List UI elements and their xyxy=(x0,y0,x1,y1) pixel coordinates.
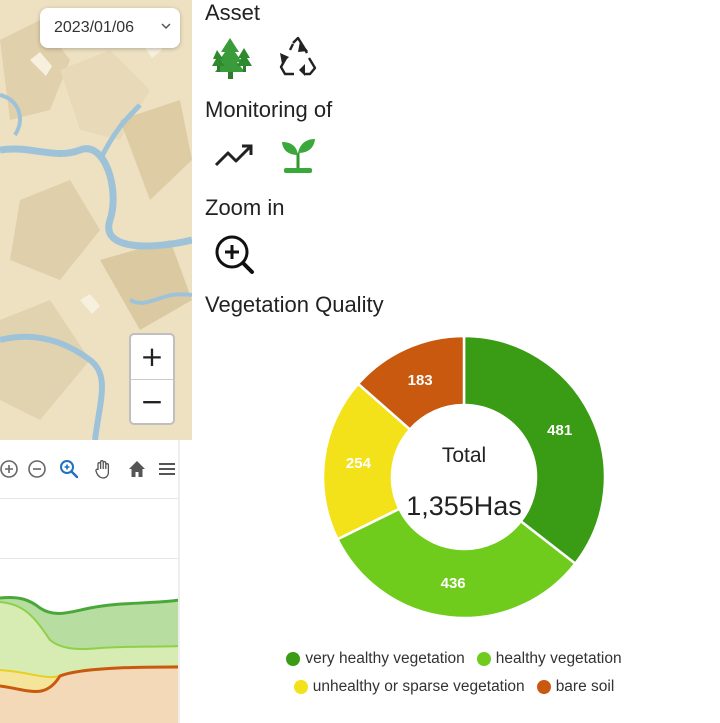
line-bare-soil xyxy=(0,665,180,693)
map-zoom-in-button[interactable]: + xyxy=(140,340,164,374)
forest-asset-button[interactable] xyxy=(208,34,256,82)
vegetation-donut-chart: 481 436 254 183 Total 1,355Has xyxy=(321,334,607,620)
legend-item-unhealthy[interactable]: unhealthy or sparse vegetation xyxy=(293,678,525,696)
home-icon[interactable] xyxy=(126,458,148,480)
trend-monitor-button[interactable] xyxy=(210,131,258,179)
terrain-map xyxy=(0,0,192,440)
slice-value-label: 481 xyxy=(547,422,572,439)
toolbar-divider xyxy=(0,498,180,499)
donut-center-value: 1,355Has xyxy=(406,491,522,521)
zoom-in-magnifier-icon xyxy=(215,235,254,274)
map-zoom-out-button[interactable]: − xyxy=(131,378,173,424)
legend-swatch xyxy=(536,680,551,694)
side-panel: Asset Monitoring of xyxy=(204,0,714,723)
legend-item-very-healthy[interactable]: very healthy vegetation xyxy=(286,650,465,668)
legend-item-healthy[interactable]: healthy vegetation xyxy=(476,650,622,668)
forest-icon xyxy=(212,38,252,79)
legend-item-bare-soil[interactable]: bare soil xyxy=(536,678,615,696)
slice-value-label: 254 xyxy=(346,455,372,472)
chart-toolbar xyxy=(0,452,185,486)
date-select[interactable]: 2023/01/06 xyxy=(40,8,180,48)
recycle-icon xyxy=(279,36,317,76)
map-view[interactable]: 2023/01/06 + − xyxy=(0,0,192,440)
slice-value-label: 436 xyxy=(441,575,466,592)
sprout-icon xyxy=(282,139,315,173)
legend-swatch xyxy=(476,652,491,666)
slice-value-label: 183 xyxy=(408,372,433,389)
chart-legend: very healthy vegetation healthy vegetati… xyxy=(224,650,684,706)
map-zoom-control: + − xyxy=(129,333,175,425)
legend-label: very healthy vegetation xyxy=(305,650,465,667)
vegetation-quality-title: Vegetation Quality xyxy=(205,292,384,317)
slice-very-healthy[interactable] xyxy=(462,334,607,566)
legend-label: bare soil xyxy=(555,678,615,695)
time-series-area-chart xyxy=(0,560,180,723)
panel-separator xyxy=(178,440,180,723)
magnifier-icon[interactable] xyxy=(58,458,80,480)
legend-swatch xyxy=(293,680,308,694)
asset-title: Asset xyxy=(205,0,261,25)
menu-icon[interactable] xyxy=(156,458,178,480)
chart-gridline xyxy=(0,558,180,559)
slice-healthy[interactable] xyxy=(335,507,578,620)
monitoring-title: Monitoring of xyxy=(205,97,333,122)
legend-label: unhealthy or sparse vegetation xyxy=(312,678,525,695)
legend-label: healthy vegetation xyxy=(495,650,622,667)
donut-center-label: Total xyxy=(442,444,486,467)
vegetation-monitor-button[interactable] xyxy=(274,131,322,179)
zoom-title: Zoom in xyxy=(205,195,285,220)
zoom-in-button[interactable] xyxy=(210,230,258,278)
trending-up-icon xyxy=(214,144,253,167)
zoom-out-icon[interactable] xyxy=(26,458,48,480)
pan-hand-icon[interactable] xyxy=(92,458,114,480)
slice-bare-soil[interactable] xyxy=(356,334,466,432)
line-very-healthy xyxy=(0,596,180,615)
line-healthy xyxy=(0,601,180,650)
zoom-in-icon[interactable] xyxy=(0,458,20,480)
recycle-asset-button[interactable] xyxy=(274,34,322,82)
date-select-value: 2023/01/06 xyxy=(54,19,135,36)
area-bare-soil xyxy=(0,667,180,723)
legend-swatch xyxy=(286,652,301,666)
chevron-down-icon xyxy=(161,23,171,30)
